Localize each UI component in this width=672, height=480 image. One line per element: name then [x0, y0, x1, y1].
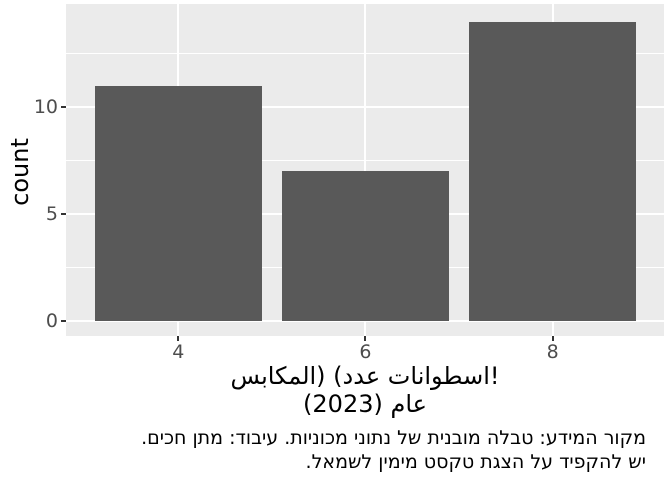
- caption: מקור המידע: טבלה מובנית של נתוני מכוניות…: [26, 426, 646, 474]
- x-tick-mark: [177, 336, 180, 341]
- x-axis-title-word: اسطوانات: [387, 362, 490, 390]
- caption-line2: יש להקפיד על הצגת טקסט מימין לשמאל.: [305, 451, 646, 473]
- x-axis-title: المكابس) (عدد اسطوانات!: [66, 362, 664, 390]
- plot-panel: [66, 4, 664, 336]
- x-axis-title-word: المكابس: [230, 362, 317, 390]
- y-axis-title: count: [6, 138, 34, 206]
- x-tick-mark: [551, 336, 554, 341]
- x-tick-label: 6: [359, 341, 372, 363]
- bar: [95, 85, 262, 321]
- x-axis-title-line2: عام (2023): [303, 390, 427, 418]
- y-tick-label: 0: [45, 309, 58, 332]
- major-gridline-vertical: [364, 4, 367, 336]
- caption-line1: מקור המידע: טבלה מובנית של נתוני מכוניות…: [141, 427, 646, 449]
- x-axis-title-punct: ) (: [316, 362, 343, 390]
- y-tick-mark: [61, 212, 66, 215]
- x-tick-mark: [364, 336, 367, 341]
- y-tick-mark: [61, 319, 66, 322]
- x-axis-title-punct: !: [489, 362, 500, 390]
- x-tick-label: 4: [172, 341, 185, 363]
- x-axis-title-space: [380, 362, 388, 390]
- y-tick-mark: [61, 106, 66, 109]
- y-tick-label: 10: [33, 96, 58, 119]
- bar: [282, 171, 449, 321]
- x-axis-title-word: عدد: [342, 362, 381, 390]
- x-tick-label: 8: [546, 341, 559, 363]
- bar: [469, 21, 636, 321]
- y-tick-label: 5: [45, 202, 58, 225]
